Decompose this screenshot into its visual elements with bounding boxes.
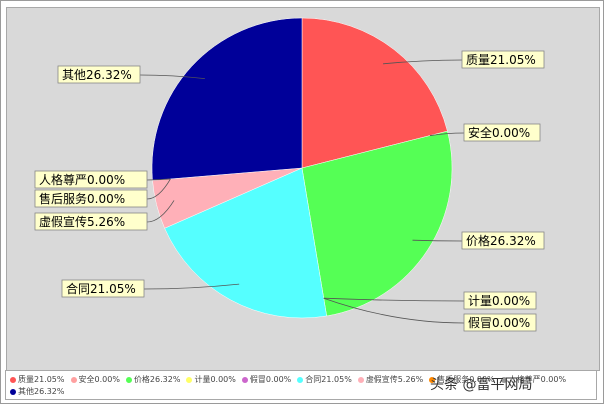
legend-swatch	[241, 376, 248, 383]
legend-item-1: 质量21.05%	[10, 374, 65, 386]
callout-label: 虚假宣传5.26%	[39, 214, 125, 229]
legend: 质量21.05% 安全0.00% 价格26.32% 计量0.00% 假冒0.00% 合同2…	[5, 370, 597, 400]
legend-item-6: 合同21.05%	[297, 374, 352, 386]
legend-label: 计量0.00%	[194, 375, 236, 384]
pie-top-layer	[151, 17, 453, 319]
legend-item-5: 假冒0.00%	[241, 374, 292, 386]
legend-swatch	[429, 376, 436, 383]
callout-1: 质量21.05%	[461, 50, 545, 69]
legend-label: 假冒0.00%	[249, 375, 292, 384]
legend-swatch	[500, 376, 507, 383]
legend-item-3: 价格26.32%	[125, 374, 181, 386]
leader-line-9	[146, 178, 171, 181]
callout-box	[61, 279, 145, 298]
pie-slice-6	[164, 167, 327, 319]
callout-6: 合同21.05%	[61, 279, 145, 298]
callout-7: 虚假宣传5.26%	[34, 212, 148, 231]
leader-line-4	[323, 297, 465, 302]
callout-9: 人格尊严0.00%	[34, 170, 148, 189]
callout-box	[463, 313, 537, 332]
leader-line-1	[383, 59, 463, 65]
leader-line-5	[323, 297, 465, 324]
legend-item-9: 人格尊严0.00%	[500, 374, 567, 386]
legend-item-2: 安全0.00%	[70, 374, 120, 386]
legend-label: 合同21.05%	[305, 375, 352, 384]
leader-line-8	[146, 178, 171, 200]
callout-box	[461, 50, 545, 69]
watermark-text: 头条 @富平网局	[430, 377, 533, 393]
callout-label: 计量0.00%	[468, 294, 530, 308]
callout-box	[461, 231, 545, 250]
legend-swatch	[125, 376, 132, 383]
leader-line-2	[429, 132, 465, 136]
callout-labels: 质量21.05% 安全0.00% 价格26.32% 计量0.00% 假冒0.00% 合同2…	[34, 50, 545, 332]
legend-label: 价格26.32%	[133, 375, 181, 384]
legend-item-10: 其他26.32%	[10, 386, 65, 398]
legend-label: 质量21.05%	[18, 375, 65, 384]
legend-item-8: 售后服务0.00%	[429, 374, 495, 386]
pie-slice-1	[301, 17, 448, 169]
leader-lines	[139, 59, 465, 324]
callout-3: 价格26.32%	[461, 231, 545, 250]
callout-box	[463, 291, 537, 310]
leader-line-7	[146, 200, 175, 223]
legend-swatch	[10, 388, 16, 395]
callout-box	[463, 123, 541, 142]
callout-10: 其他26.32%	[57, 65, 141, 84]
legend-label: 售后服务0.00%	[437, 375, 495, 384]
pie-slice-10	[151, 17, 303, 181]
legend-label: 虚假宣传5.26%	[365, 375, 424, 384]
legend-item-4: 计量0.00%	[186, 374, 236, 386]
callout-label: 安全0.00%	[468, 125, 530, 140]
callout-5: 假冒0.00%	[463, 313, 537, 332]
legend-swatch	[70, 376, 77, 383]
callout-box	[34, 170, 148, 189]
callout-8: 售后服务0.00%	[34, 189, 148, 208]
callout-label: 售后服务0.00%	[39, 191, 125, 206]
legend-item-7: 虚假宣传5.26%	[357, 374, 424, 386]
callout-label: 合同21.05%	[66, 281, 136, 296]
legend-swatch	[186, 376, 193, 383]
legend-swatch	[10, 376, 16, 383]
callout-4: 计量0.00%	[463, 291, 537, 310]
callout-2: 安全0.00%	[463, 123, 541, 142]
callout-label: 其他26.32%	[62, 68, 132, 82]
callout-label: 价格26.32%	[466, 233, 536, 248]
callout-label: 质量21.05%	[466, 53, 536, 67]
callout-box	[57, 65, 141, 84]
leader-line-3	[412, 239, 463, 242]
watermark: 头条 @富平网局	[430, 364, 600, 400]
callout-box	[34, 189, 148, 208]
legend-label: 人格尊严0.00%	[508, 375, 567, 384]
legend-swatch	[297, 376, 304, 383]
legend-swatch	[357, 376, 364, 383]
callout-box	[34, 212, 148, 231]
leader-line-10	[139, 74, 205, 80]
legend-label: 安全0.00%	[78, 375, 120, 384]
pie-slice-3	[301, 130, 453, 317]
leader-line-6	[143, 283, 240, 290]
callout-label: 人格尊严0.00%	[39, 172, 125, 187]
callout-label: 假冒0.00%	[468, 316, 530, 330]
legend-label: 其他26.32%	[18, 387, 65, 396]
